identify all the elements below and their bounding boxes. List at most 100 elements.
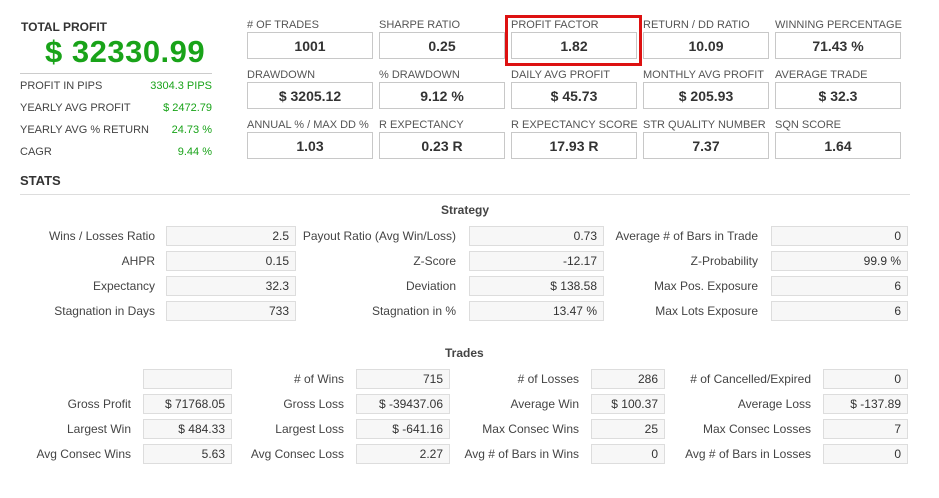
summary-row-value: 3304.3 PIPS (150, 80, 212, 92)
metric-label: R EXPECTANCY (379, 119, 464, 131)
summary-row-value: 24.73 % (171, 124, 212, 136)
metric-value: 17.93 R (511, 132, 637, 159)
trade-stat-label: # of Losses (517, 372, 579, 386)
profit-factor-highlight (505, 15, 642, 66)
metric-value: 7.37 (643, 132, 769, 159)
metric-label: % DRAWDOWN (379, 69, 460, 81)
metric-value: $ 32.3 (775, 82, 901, 109)
strategy-section-title: Strategy (441, 203, 490, 217)
summary-row-value: $ 2472.79 (163, 102, 212, 114)
trade-stat-label: Gross Loss (283, 397, 344, 411)
metric-label: R EXPECTANCY SCORE (511, 119, 638, 131)
summary-row: YEARLY AVG % RETURN 24.73 % (20, 124, 212, 142)
summary-row: CAGR 9.44 % (20, 146, 212, 164)
metric-label: DAILY AVG PROFIT (511, 69, 611, 81)
strategy-stat-value: 99.9 % (771, 251, 908, 271)
strategy-stat-label: Wins / Losses Ratio (48, 229, 155, 243)
strategy-stat-label: Stagnation in Days (54, 304, 155, 318)
strategy-stat-value: -12.17 (469, 251, 604, 271)
trade-stat-label: Average Loss (737, 397, 811, 411)
trades-section-title: Trades (445, 346, 484, 360)
strategy-stat-label: Average # of Bars in Trade (615, 229, 758, 243)
metric-value: 1.82 (511, 32, 637, 59)
trade-stat-value: 2.27 (356, 444, 450, 464)
strategy-stat-value: 2.5 (166, 226, 296, 246)
metric-value: 10.09 (643, 32, 769, 59)
summary-row: PROFIT IN PIPS 3304.3 PIPS (20, 80, 212, 98)
summary-row: YEARLY AVG PROFIT $ 2472.79 (20, 102, 212, 120)
metric-value: 0.23 R (379, 132, 505, 159)
strategy-stat-label: Z-Score (413, 254, 456, 268)
trade-stat-label: Max Consec Losses (702, 422, 811, 436)
trade-stat-value: $ 71768.05 (143, 394, 232, 414)
metric-label: SHARPE RATIO (379, 19, 461, 31)
metric-value: $ 205.93 (643, 82, 769, 109)
strategy-stat-label: AHPR (121, 254, 155, 268)
trade-stat-label: Max Consec Wins (482, 422, 579, 436)
strategy-stat-label: Max Lots Exposure (655, 304, 758, 318)
summary-row-label: PROFIT IN PIPS (20, 80, 103, 92)
total-profit-label: TOTAL PROFIT (21, 20, 107, 34)
trade-stat-label: Average Win (510, 397, 579, 411)
trade-stat-value: $ 100.37 (591, 394, 665, 414)
trade-stat-value (143, 369, 232, 389)
metric-label: MONTHLY AVG PROFIT (643, 69, 765, 81)
trade-stat-value: 286 (591, 369, 665, 389)
strategy-stat-label: Payout Ratio (Avg Win/Loss) (302, 229, 456, 243)
metric-label: STR QUALITY NUMBER (643, 119, 766, 131)
metric-value: 0.25 (379, 32, 505, 59)
metric-label: RETURN / DD RATIO (643, 19, 750, 31)
metric-value: 1001 (247, 32, 373, 59)
trade-stat-value: 715 (356, 369, 450, 389)
trade-stat-value: 25 (591, 419, 665, 439)
metric-value: $ 45.73 (511, 82, 637, 109)
trade-stat-value: 7 (823, 419, 908, 439)
trade-stat-value: $ 484.33 (143, 419, 232, 439)
strategy-stat-label: Max Pos. Exposure (653, 279, 758, 293)
strategy-stat-value: $ 138.58 (469, 276, 604, 296)
trade-stat-label: Avg # of Bars in Wins (464, 447, 580, 461)
metric-label: DRAWDOWN (247, 69, 316, 81)
metric-value: 1.64 (775, 132, 901, 159)
strategy-stat-value: 0.15 (166, 251, 296, 271)
divider (20, 73, 212, 74)
strategy-stat-value: 13.47 % (469, 301, 604, 321)
trade-stat-label: Largest Win (66, 422, 131, 436)
trade-stat-label: Avg Consec Wins (36, 447, 131, 461)
strategy-stat-value: 733 (166, 301, 296, 321)
strategy-stat-value: 6 (771, 301, 908, 321)
strategy-stat-value: 0.73 (469, 226, 604, 246)
trade-stat-value: 0 (591, 444, 665, 464)
trade-stat-value: 5.63 (143, 444, 232, 464)
trade-stat-label: # of Wins (293, 372, 344, 386)
trade-stat-label: Gross Profit (67, 397, 131, 411)
trade-stat-label: Avg Consec Loss (250, 447, 344, 461)
metric-label: AVERAGE TRADE (775, 69, 868, 81)
metric-label: ANNUAL % / MAX DD % (247, 119, 369, 131)
metric-value: 71.43 % (775, 32, 901, 59)
trade-stat-label: Largest Loss (275, 422, 344, 436)
trade-stat-label: # of Cancelled/Expired (690, 372, 811, 386)
strategy-stat-label: Expectancy (92, 279, 155, 293)
metric-label: # OF TRADES (247, 19, 319, 31)
summary-row-label: YEARLY AVG PROFIT (20, 102, 131, 114)
metric-label: SQN SCORE (775, 119, 842, 131)
stats-title: STATS (20, 173, 61, 188)
total-profit-value: $ 32330.99 (45, 34, 206, 69)
trade-stat-label: Avg # of Bars in Losses (685, 447, 811, 461)
strategy-stat-value: 6 (771, 276, 908, 296)
divider (20, 194, 910, 195)
metric-value: 9.12 % (379, 82, 505, 109)
summary-row-value: 9.44 % (177, 146, 212, 158)
metric-label: WINNING PERCENTAGE (775, 19, 902, 31)
strategy-stat-label: Stagnation in % (371, 304, 456, 318)
strategy-stat-value: 32.3 (166, 276, 296, 296)
strategy-stat-label: Z-Probability (690, 254, 758, 268)
summary-row-label: YEARLY AVG % RETURN (20, 124, 149, 136)
trade-stat-value: 0 (823, 444, 908, 464)
metric-value: 1.03 (247, 132, 373, 159)
trade-stat-value: $ -641.16 (356, 419, 450, 439)
metric-label: PROFIT FACTOR (511, 19, 599, 31)
trade-stat-value: $ -39437.06 (356, 394, 450, 414)
strategy-stat-label: Deviation (405, 279, 456, 293)
